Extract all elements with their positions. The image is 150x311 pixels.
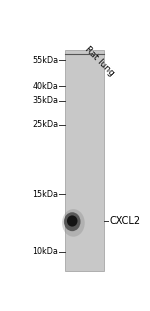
- Text: CXCL2: CXCL2: [110, 216, 141, 225]
- Text: 25kDa: 25kDa: [32, 120, 58, 129]
- Ellipse shape: [64, 212, 81, 231]
- Text: Rat lung: Rat lung: [83, 45, 116, 78]
- Bar: [65, 50, 104, 271]
- Text: 40kDa: 40kDa: [32, 82, 58, 91]
- Ellipse shape: [67, 216, 78, 227]
- Text: 15kDa: 15kDa: [32, 190, 58, 199]
- Text: 55kDa: 55kDa: [32, 56, 58, 65]
- Text: 10kDa: 10kDa: [32, 247, 58, 256]
- Ellipse shape: [62, 209, 85, 237]
- Text: 35kDa: 35kDa: [32, 96, 58, 105]
